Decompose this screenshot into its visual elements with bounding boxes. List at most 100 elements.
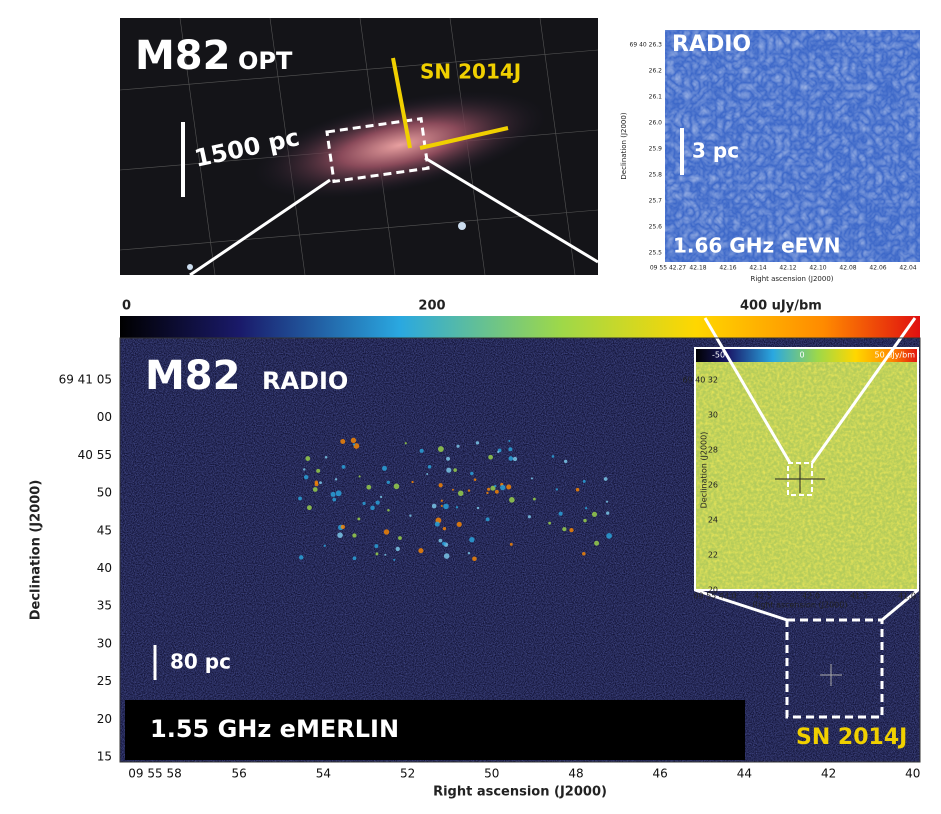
source bbox=[457, 445, 460, 448]
source bbox=[474, 478, 477, 481]
source bbox=[477, 507, 479, 509]
y-tick-label: 25.6 bbox=[649, 224, 663, 231]
panel-subtitle: OPT bbox=[238, 47, 293, 75]
source bbox=[508, 447, 512, 451]
y-tick-label: 00 bbox=[97, 410, 112, 424]
source bbox=[439, 539, 443, 543]
source bbox=[452, 489, 454, 491]
source bbox=[508, 440, 510, 442]
source bbox=[441, 500, 443, 502]
sn-label: SN 2014J bbox=[796, 725, 907, 750]
colorbar-label: 50 uJy/bm bbox=[875, 351, 916, 360]
x-tick-label: 42.06 bbox=[869, 265, 886, 272]
x-tick-label: 40 bbox=[905, 767, 920, 781]
x-tick-label: 09 55 58 bbox=[128, 767, 181, 781]
y-tick-label: 69 41 05 bbox=[59, 373, 112, 387]
source bbox=[325, 456, 328, 459]
source bbox=[446, 468, 451, 473]
source bbox=[594, 541, 599, 546]
source bbox=[531, 477, 533, 479]
source bbox=[336, 490, 342, 496]
x-axis-label: Right ascension (J2000) bbox=[753, 601, 848, 610]
sn-label: SN 2014J bbox=[420, 60, 521, 84]
panel-title: M82 bbox=[145, 353, 240, 399]
y-tick-label: 69 40 26.3 bbox=[630, 42, 663, 49]
colorbar-label: -50 bbox=[712, 351, 725, 360]
x-tick-label: 09 55 42.27 bbox=[650, 265, 686, 272]
source bbox=[337, 532, 343, 538]
colorbar-label: 0 bbox=[799, 351, 804, 360]
source bbox=[331, 492, 336, 497]
source bbox=[604, 477, 608, 481]
source bbox=[441, 505, 443, 507]
source bbox=[313, 487, 318, 492]
source bbox=[456, 506, 458, 508]
source bbox=[469, 537, 474, 542]
source bbox=[468, 552, 470, 554]
source bbox=[420, 449, 424, 453]
source bbox=[359, 475, 361, 477]
source bbox=[494, 485, 496, 487]
x-tick-label: 42 bbox=[821, 767, 836, 781]
source bbox=[442, 542, 446, 546]
source bbox=[362, 502, 365, 505]
source bbox=[576, 488, 580, 492]
panel-subtitle: RADIO bbox=[262, 367, 348, 395]
source bbox=[380, 496, 382, 498]
source bbox=[353, 556, 357, 560]
source bbox=[606, 533, 612, 539]
source bbox=[393, 559, 395, 561]
x-tick-label: 50 bbox=[484, 767, 499, 781]
source bbox=[398, 536, 402, 540]
colorbar-label: 400 uJy/bm bbox=[740, 299, 822, 314]
source bbox=[476, 441, 479, 444]
source bbox=[324, 545, 326, 547]
x-tick-label: 54 bbox=[316, 767, 331, 781]
source bbox=[443, 527, 446, 530]
source bbox=[384, 554, 386, 556]
source bbox=[470, 472, 473, 475]
source bbox=[446, 457, 450, 461]
inset-noise bbox=[695, 362, 918, 590]
source bbox=[472, 557, 477, 562]
y-tick-label: 69 40 32 bbox=[682, 376, 718, 385]
y-tick-label: 50 bbox=[97, 486, 112, 500]
source bbox=[508, 456, 513, 461]
source bbox=[353, 443, 355, 445]
source bbox=[409, 514, 411, 516]
source bbox=[495, 490, 499, 494]
source bbox=[556, 488, 558, 490]
source bbox=[426, 473, 428, 475]
figure: M82OPTSN 2014J1500 pcRADIO3 pc1.66 GHz e… bbox=[0, 0, 941, 814]
panel-title: RADIO bbox=[672, 32, 751, 57]
source bbox=[443, 504, 449, 510]
source bbox=[315, 481, 318, 484]
colorbar-label: 0 bbox=[122, 299, 131, 314]
source bbox=[394, 484, 400, 490]
source bbox=[444, 553, 450, 559]
source bbox=[374, 544, 378, 548]
source bbox=[370, 506, 374, 510]
source bbox=[432, 504, 437, 509]
source bbox=[357, 517, 360, 520]
y-tick-label: 25.9 bbox=[649, 146, 663, 153]
y-tick-label: 30 bbox=[97, 636, 112, 650]
source bbox=[439, 483, 443, 487]
source bbox=[375, 552, 378, 555]
source bbox=[564, 460, 567, 463]
source bbox=[351, 438, 356, 443]
source bbox=[592, 512, 597, 517]
source bbox=[335, 478, 337, 480]
source bbox=[510, 543, 513, 546]
x-axis-label: Right ascension (J2000) bbox=[433, 785, 607, 800]
x-tick-label: 56 bbox=[232, 767, 247, 781]
y-tick-label: 40 bbox=[97, 561, 112, 575]
y-axis-label: Declination (J2000) bbox=[620, 112, 628, 179]
source bbox=[458, 491, 464, 497]
x-tick-label: 41.0 bbox=[898, 592, 916, 601]
source bbox=[299, 555, 303, 559]
y-tick-label: 28 bbox=[708, 446, 718, 455]
x-tick-label: 52 bbox=[400, 767, 415, 781]
y-tick-label: 25.7 bbox=[649, 198, 663, 205]
source bbox=[606, 511, 609, 514]
